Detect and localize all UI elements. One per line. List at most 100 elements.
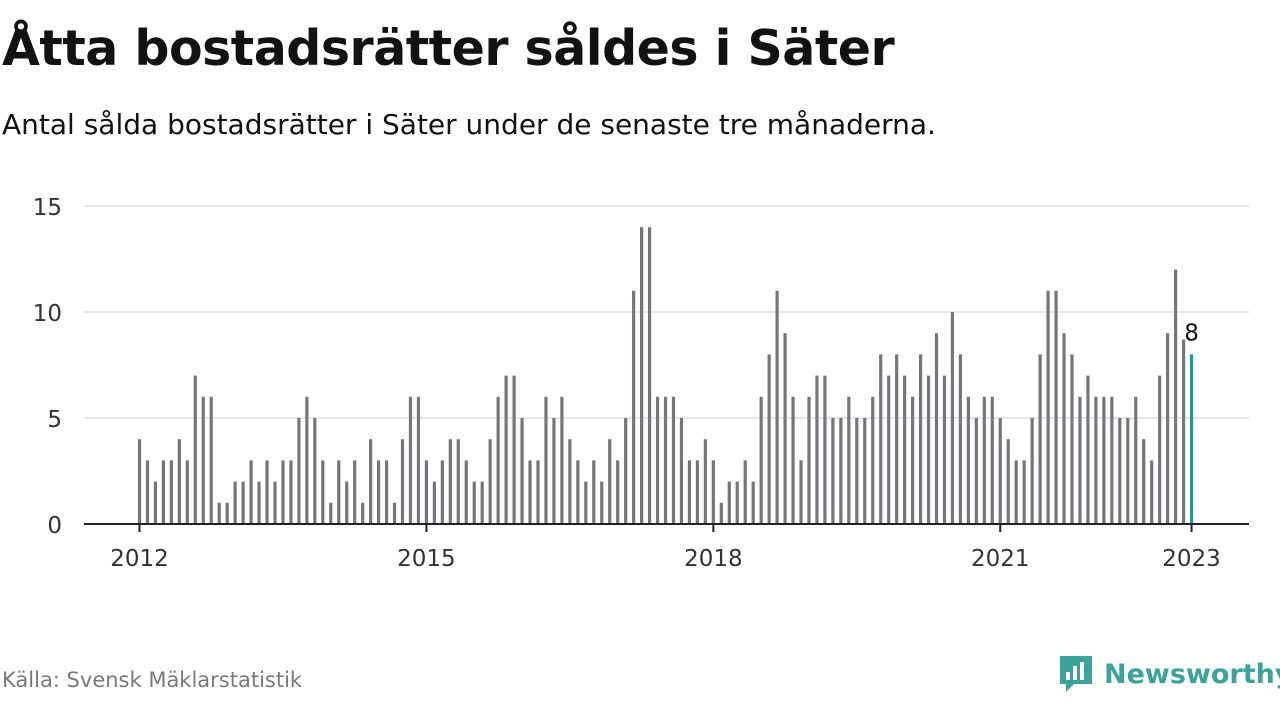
bar (1102, 396, 1106, 524)
bar (1166, 333, 1170, 524)
bar (823, 375, 827, 524)
bar (958, 354, 963, 524)
bar (520, 418, 524, 524)
bar (934, 333, 939, 524)
bar (640, 227, 644, 524)
bar (751, 481, 755, 524)
bar (655, 396, 660, 524)
bar (193, 375, 197, 524)
y-tick-label: 0 (47, 513, 62, 539)
bar (1158, 375, 1162, 524)
bar (544, 396, 548, 524)
bar (695, 460, 699, 524)
bar (297, 418, 301, 524)
bar (1006, 439, 1010, 524)
bar (568, 439, 572, 524)
bar (871, 396, 875, 524)
y-tick-label: 10 (33, 301, 62, 327)
bar (831, 418, 835, 524)
bar (504, 375, 508, 524)
bar (305, 396, 309, 524)
bar (719, 502, 723, 524)
bar (512, 375, 516, 524)
x-tick-label: 2023 (1162, 546, 1221, 572)
bar (1086, 375, 1090, 524)
bar (1134, 396, 1138, 524)
bar (528, 460, 532, 524)
bar (592, 460, 596, 524)
bar (273, 481, 277, 524)
bar (1142, 439, 1146, 524)
bar (942, 375, 947, 524)
bar (887, 375, 891, 524)
bar (377, 460, 381, 524)
bar (177, 439, 181, 524)
bar (616, 460, 620, 524)
bar (608, 439, 612, 524)
bar (910, 396, 915, 524)
bar (472, 481, 476, 524)
bar (233, 481, 237, 524)
bar (480, 481, 484, 524)
y-tick-label: 5 (47, 407, 62, 433)
bar (313, 418, 317, 524)
chart-subtitle: Antal sålda bostadsrätter i Säter under … (2, 108, 936, 141)
bar (1110, 396, 1114, 524)
bar (321, 460, 325, 524)
bar (137, 439, 142, 524)
bar (169, 460, 173, 524)
bar (879, 354, 883, 524)
bar (950, 312, 955, 524)
source-note: Källa: Svensk Mäklarstatistik (2, 668, 303, 692)
newsworthy-logo-icon (1060, 656, 1092, 692)
bar (855, 418, 859, 524)
bar (241, 481, 245, 524)
bar (488, 439, 492, 524)
bar (743, 460, 747, 524)
bar (400, 439, 405, 524)
x-tick-label: 2021 (971, 546, 1030, 572)
bar (1030, 418, 1034, 524)
bar (416, 396, 421, 524)
highlight-bar (1189, 354, 1194, 524)
bar (448, 439, 452, 524)
bar (281, 460, 285, 524)
bar (966, 396, 970, 524)
bar (408, 396, 413, 524)
bar (759, 396, 763, 524)
bar (1150, 460, 1154, 524)
bar (257, 481, 261, 524)
bar (775, 290, 779, 524)
bar (1126, 418, 1130, 524)
bar (1062, 333, 1066, 524)
bar (839, 418, 843, 524)
highlight-value-label: 8 (1184, 320, 1199, 346)
x-tick-label: 2018 (684, 546, 743, 572)
bar (1070, 354, 1074, 524)
bar (361, 502, 365, 524)
bar (703, 439, 707, 524)
bar (392, 502, 397, 524)
bar (369, 439, 373, 524)
bar (990, 396, 994, 524)
bar (345, 481, 349, 524)
bar (895, 354, 899, 524)
bar (632, 290, 636, 524)
bar (903, 375, 907, 524)
bar (1022, 460, 1026, 524)
bar (584, 481, 588, 524)
bar (496, 396, 500, 524)
bar (791, 396, 795, 524)
bar (464, 460, 468, 524)
bar (536, 460, 540, 524)
bar (783, 333, 787, 524)
bar (671, 396, 676, 524)
bar (1054, 290, 1058, 524)
bar (735, 481, 739, 524)
bar (847, 396, 851, 524)
bar (679, 418, 684, 524)
brand-name: Newsworthy (1104, 658, 1280, 690)
bar (1174, 269, 1178, 524)
bar (711, 460, 715, 524)
